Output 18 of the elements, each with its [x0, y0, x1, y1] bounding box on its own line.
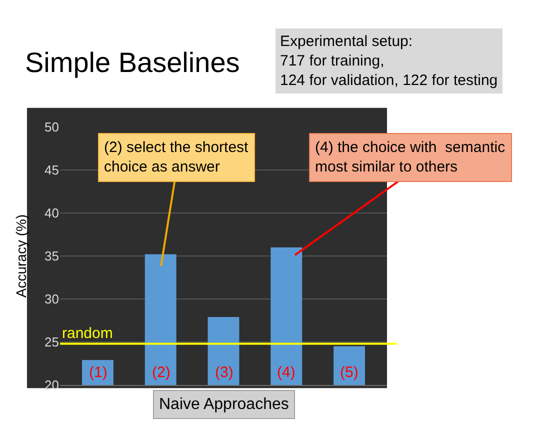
text: Experimental setup: 717 for training, 124 for validation, 122 for testing — [280, 33, 498, 89]
y-tick-label: 30 — [44, 292, 59, 307]
x-tick-label: (3) — [215, 364, 234, 381]
x-tick-label: (2) — [152, 364, 170, 381]
x-tick-label: (5) — [340, 364, 358, 381]
ref-line-label: random — [62, 325, 113, 342]
y-tick-label: 40 — [44, 206, 59, 221]
y-tick-label: 25 — [44, 334, 59, 350]
y-axis-title: Accuracy (%) — [13, 214, 30, 298]
annotation: (4) the choice with semantic most similar to others — [315, 139, 506, 176]
y-tick-label: 45 — [44, 162, 59, 178]
x-axis-title: Naive Approaches — [159, 396, 289, 413]
x-tick-label: (4) — [277, 364, 296, 381]
y-tick-label: 50 — [44, 120, 59, 135]
chart-title: Simple Baselines — [25, 46, 240, 78]
x-tick-label: (1) — [89, 364, 108, 381]
annotation: (2) select the shortest choice as answer — [104, 139, 250, 176]
y-tick-label: 35 — [44, 248, 59, 264]
